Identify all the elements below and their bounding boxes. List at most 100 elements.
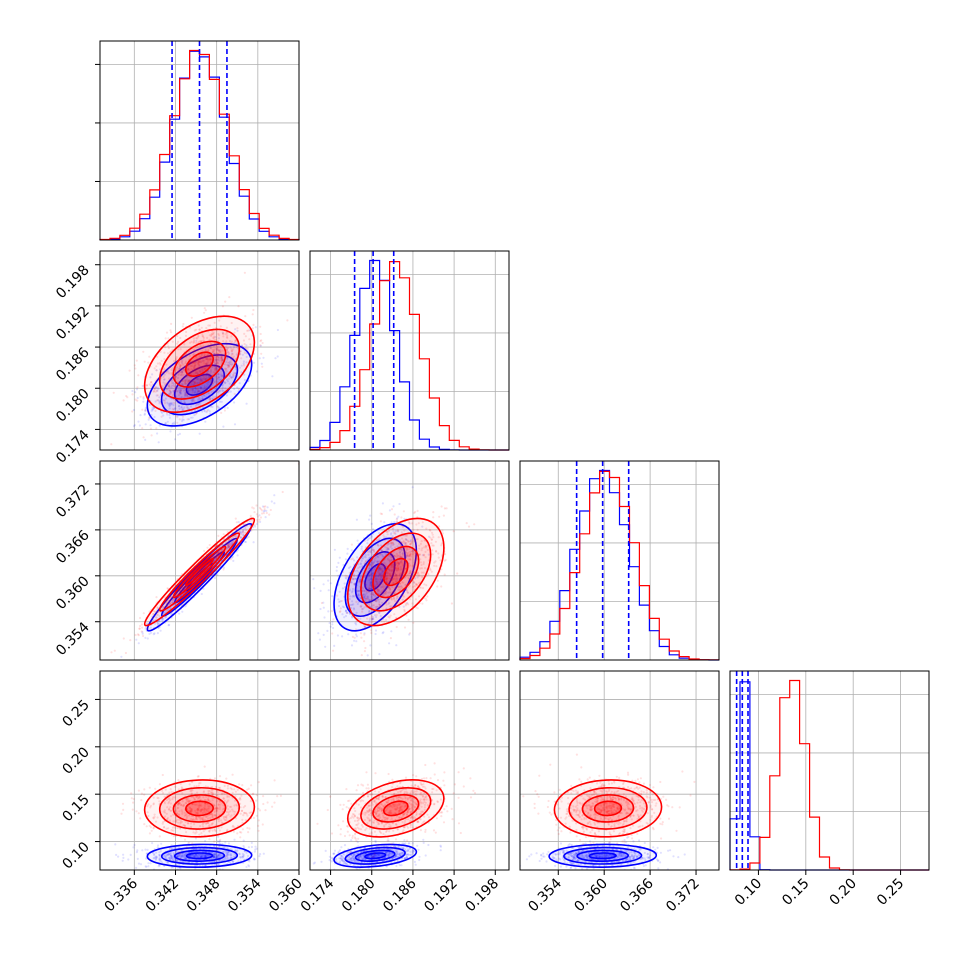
- scatter-point: [395, 579, 399, 583]
- scatter-point: [150, 384, 153, 388]
- scatter-point: [219, 350, 222, 353]
- scatter-point: [335, 569, 338, 572]
- scatter-point: [193, 362, 196, 365]
- scatter-point: [390, 508, 394, 511]
- scatter-point: [363, 640, 366, 643]
- scatter-point: [234, 340, 237, 343]
- scatter-point: [320, 601, 323, 605]
- scatter-point: [414, 582, 417, 586]
- scatter-point: [366, 589, 369, 592]
- scatter-point: [358, 574, 361, 577]
- scatter-point: [153, 388, 156, 391]
- scatter-point: [197, 571, 200, 574]
- scatter-point: [217, 863, 220, 866]
- scatter-point: [234, 530, 237, 533]
- scatter-point: [387, 602, 390, 606]
- scatter-point: [401, 594, 404, 597]
- scatter-point: [378, 573, 381, 576]
- scatter-point: [367, 567, 370, 570]
- scatter-point: [177, 380, 180, 383]
- scatter-point: [397, 567, 400, 570]
- scatter-point: [193, 575, 196, 578]
- scatter-point: [215, 375, 218, 378]
- scatter-point: [380, 620, 383, 623]
- scatter-point: [174, 375, 177, 378]
- scatter-point: [220, 359, 224, 362]
- scatter-point: [227, 545, 230, 548]
- scatter-point: [230, 376, 233, 379]
- scatter-point: [192, 339, 196, 342]
- scatter-point: [368, 565, 371, 568]
- scatter-point: [405, 534, 408, 537]
- scatter-point: [169, 390, 172, 394]
- scatter-point: [350, 558, 353, 561]
- scatter-point: [371, 562, 374, 565]
- scatter-point: [407, 603, 410, 606]
- scatter-point: [165, 603, 168, 606]
- scatter-point: [136, 857, 139, 861]
- scatter-point: [184, 362, 187, 365]
- scatter-point: [198, 398, 201, 401]
- scatter-point: [200, 340, 203, 343]
- scatter-point: [143, 360, 146, 363]
- scatter-point: [155, 613, 159, 617]
- scatter-point: [235, 374, 238, 377]
- scatter-point: [195, 411, 198, 414]
- scatter-point: [170, 854, 173, 857]
- scatter-point: [370, 548, 374, 552]
- scatter-point: [167, 370, 170, 373]
- scatter-point: [378, 605, 381, 608]
- scatter-point: [203, 378, 206, 381]
- scatter-point: [228, 375, 231, 378]
- scatter-point: [153, 610, 156, 613]
- scatter-point: [232, 855, 235, 858]
- scatter-point: [148, 355, 151, 358]
- scatter-point: [259, 508, 262, 511]
- scatter-point: [161, 385, 164, 388]
- scatter-point: [200, 379, 203, 382]
- scatter-point: [221, 543, 224, 547]
- scatter-point: [348, 571, 351, 575]
- scatter-point: [248, 338, 251, 341]
- scatter-point: [213, 555, 216, 558]
- scatter-point: [367, 590, 370, 594]
- scatter-point: [369, 577, 372, 581]
- scatter-point: [404, 538, 407, 541]
- scatter-point: [408, 564, 412, 567]
- scatter-point: [182, 356, 185, 359]
- scatter-point: [174, 358, 178, 361]
- scatter-point: [364, 560, 367, 563]
- scatter-point: [370, 615, 373, 618]
- scatter-point: [226, 364, 229, 367]
- scatter-point: [209, 368, 213, 371]
- scatter-point: [370, 573, 373, 576]
- scatter-point: [181, 371, 184, 374]
- scatter-point: [368, 566, 371, 569]
- scatter-point: [155, 369, 158, 372]
- scatter-point: [135, 638, 138, 641]
- scatter-point: [409, 570, 412, 573]
- scatter-point: [228, 352, 231, 355]
- scatter-point: [134, 633, 137, 637]
- scatter-point: [376, 555, 379, 558]
- scatter-point: [151, 408, 154, 411]
- scatter-point: [198, 370, 201, 373]
- scatter-point: [345, 611, 348, 614]
- scatter-point: [230, 358, 233, 361]
- scatter-point: [242, 339, 245, 342]
- scatter-point: [377, 553, 380, 556]
- scatter-point: [339, 600, 342, 603]
- scatter-point: [217, 391, 220, 394]
- scatter-point: [358, 565, 361, 569]
- scatter-point: [200, 356, 203, 359]
- contour-level-4-series-2: [185, 557, 214, 587]
- scatter-point: [214, 352, 217, 355]
- scatter-point: [161, 371, 164, 374]
- scatter-point: [380, 574, 384, 577]
- scatter-point: [356, 569, 359, 572]
- scatter-point: [228, 538, 231, 541]
- scatter-point: [421, 602, 424, 605]
- scatter-point: [169, 391, 172, 394]
- scatter-point: [184, 395, 187, 398]
- scatter-point: [179, 370, 182, 373]
